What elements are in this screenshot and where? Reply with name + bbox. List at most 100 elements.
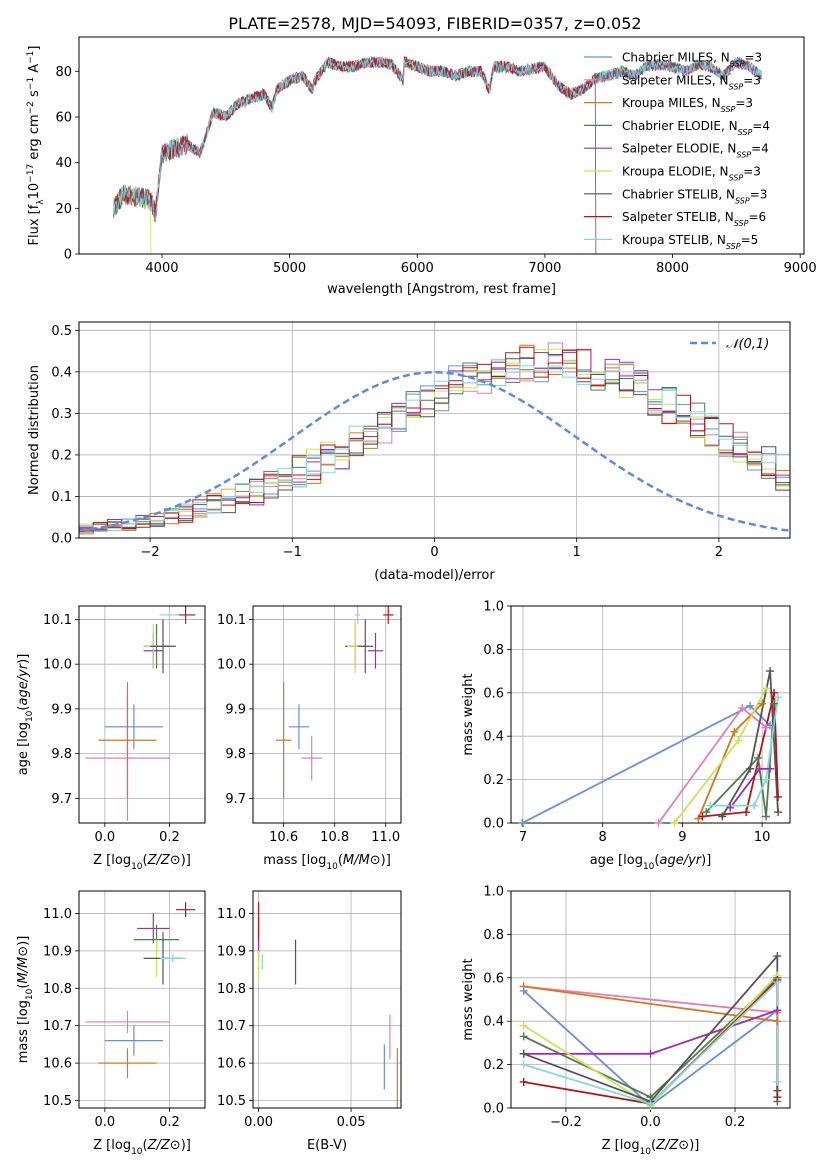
histogram-steps: [79, 355, 790, 532]
legend-entry: 𝒩(0,1): [726, 337, 769, 352]
y-tick-label: 9.9: [225, 702, 246, 717]
x-tick-label: −2: [141, 545, 160, 560]
panels: 4000 5000 6000 7000 8000 9000020406080wavelen…: [16, 36, 817, 1157]
legend-count: =4: [752, 119, 770, 133]
label-part: M/M⊙: [343, 853, 381, 868]
x-tick-label: 0.0: [640, 1115, 661, 1130]
x-axis-label: Z [log10(Z/Z⊙)]: [93, 853, 191, 872]
legend-count: =6: [748, 210, 766, 224]
weight-marker: [746, 701, 755, 710]
weight-marker: [670, 819, 679, 827]
plot-area: [79, 342, 790, 535]
x-tick-label: 5000: [273, 261, 306, 276]
weight-marker: [773, 1077, 782, 1086]
x-tick-label: 10.6: [269, 830, 298, 845]
y-tick-label: 0.6: [483, 971, 504, 986]
legend-entry: Salpeter MILES, NSSP=3: [622, 73, 761, 91]
label-part: age [log: [16, 722, 31, 775]
label-part: Flux [f: [27, 204, 42, 245]
x-tick-label: 6000: [401, 261, 434, 276]
plot-area: [85, 606, 196, 821]
error-point: [85, 1010, 170, 1034]
y-tick-label: 10.5: [217, 1094, 246, 1109]
plot-area: [113, 55, 762, 254]
legend-count: =3: [750, 187, 768, 201]
label-part: (: [654, 853, 659, 868]
plot-area: [275, 606, 394, 799]
y-tick-label: 11.0: [217, 907, 246, 922]
label-part: −17: [26, 164, 36, 183]
label-part: Z/Z⊙: [147, 853, 181, 868]
y-tick-label: 0.1: [51, 490, 72, 505]
label-part: ]: [27, 46, 42, 51]
weight-marker: [726, 803, 735, 812]
y-tick-label: 10.6: [217, 1057, 246, 1072]
y-tick-label: 9.9: [51, 702, 72, 717]
weight-line: [710, 696, 779, 807]
label-part: M/M⊙: [16, 946, 31, 984]
y-tick-label: 10.1: [217, 613, 246, 628]
y-tick-label: 11.0: [43, 907, 72, 922]
x-axis-label: (data-model)/error: [374, 568, 495, 583]
y-tick-label: 10.1: [43, 613, 72, 628]
panel-age-vs-mass: 10.6 10.8 11.0 9.7 9.8 9.9 10.0 10.1 mass [log10…: [217, 605, 402, 872]
error-point: [175, 606, 196, 624]
weight-marker: [773, 1006, 782, 1015]
legend-entry: Kroupa MILES, NSSP=3: [622, 96, 753, 114]
y-tick-label: 80: [55, 65, 72, 80]
normal-curve: [79, 371, 790, 532]
legend-name: Salpeter MILES, N: [622, 73, 729, 87]
legend-name: Salpeter STELIB, N: [622, 210, 734, 224]
label-part: 10: [640, 1147, 652, 1157]
x-tick-label: 9: [678, 830, 686, 845]
weight-marker: [738, 703, 747, 712]
x-tick-label: 1: [573, 545, 581, 560]
x-tick-label: 10: [754, 830, 771, 845]
x-tick-label: 0.00: [244, 1115, 273, 1130]
panel-weight-vs-Z: −0.2 0.0 0.2 0.0 0.2 0.4 0.6 0.8 1.0 Z [log10(Z/Z…: [461, 885, 791, 1157]
plot-area: [85, 902, 196, 1079]
error-point: [275, 682, 292, 799]
weight-marker: [773, 1017, 782, 1026]
legend-name: Kroupa MILES, N: [622, 96, 721, 110]
y-tick-label: 0.2: [483, 773, 504, 788]
label-part: )]: [16, 654, 31, 664]
legend-name: Kroupa ELODIE, N: [622, 165, 729, 179]
error-point: [357, 619, 373, 674]
weight-marker: [519, 1049, 528, 1058]
error-point: [159, 606, 180, 624]
y-tick-label: 10.7: [217, 1019, 246, 1034]
legend-name: Chabrier STELIB, N: [622, 187, 735, 201]
label-part: erg cm: [27, 114, 42, 163]
legend-sub: SSP: [726, 241, 741, 250]
y-tick-label: 0.0: [51, 532, 72, 547]
y-tick-label: 10.0: [43, 658, 72, 673]
x-axis-label: mass [log10(M/M⊙)]: [263, 853, 391, 872]
legend-name: Salpeter ELODIE, N: [622, 142, 736, 156]
weight-marker: [702, 808, 711, 817]
weight-marker: [746, 764, 755, 773]
y-tick-label: 1.0: [483, 885, 504, 900]
x-tick-label: 0.0: [95, 1115, 116, 1130]
error-point: [150, 619, 176, 674]
legend-entry: Chabrier MILES, NSSP=3: [622, 51, 762, 69]
weight-marker: [758, 699, 767, 708]
y-tick-label: 20: [55, 202, 72, 217]
error-point: [98, 682, 157, 799]
plot-area: [521, 670, 779, 823]
weight-marker: [698, 812, 707, 821]
label-part: mass [log: [16, 1000, 31, 1063]
weight-marker: [766, 764, 775, 773]
error-point: [104, 704, 163, 750]
weight-marker: [654, 819, 663, 827]
weight-marker: [762, 775, 771, 784]
legend-entry: Kroupa ELODIE, NSSP=3: [622, 165, 761, 183]
x-axis-label: Z [log10(Z/Z⊙)]: [93, 1138, 191, 1157]
panel-age-vs-Z: 0.0 0.29.79.89.910.010.1Z [log10(Z/Z⊙)]ag…: [16, 605, 206, 872]
error-point: [137, 913, 170, 944]
weight-marker: [519, 1077, 528, 1086]
y-axis-label: mass [log10(M/M⊙)]: [16, 936, 35, 1064]
error-point: [355, 606, 361, 624]
